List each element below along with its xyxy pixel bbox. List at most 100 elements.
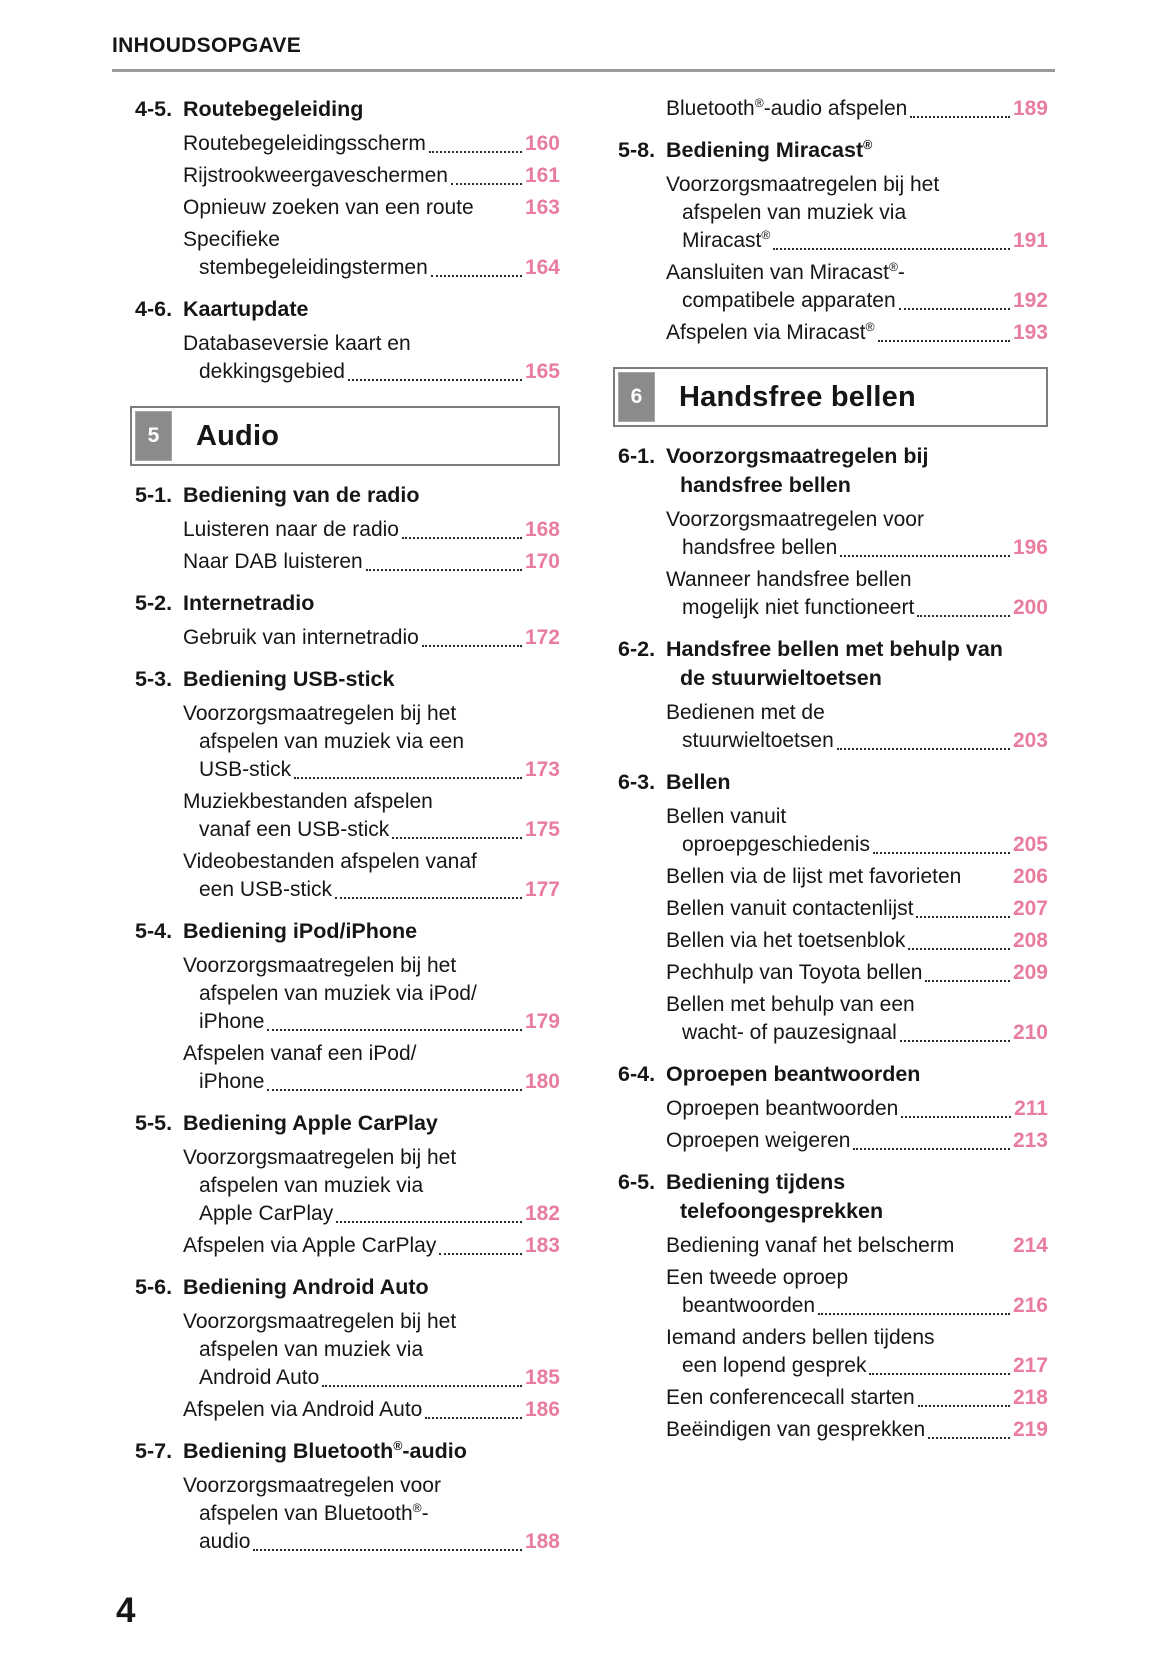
toc-entry-label: Videobestanden afspelen vanaf: [183, 850, 477, 873]
toc-page-number: 213: [1012, 1129, 1048, 1152]
toc-section-number: 5-5.: [135, 1111, 173, 1135]
toc-entry-lastline: Bluetooth®-audio afspelen 189: [666, 95, 1048, 123]
footer-page-number: 4: [116, 1591, 136, 1630]
toc-entry-lastline: Bediening vanaf het belscherm 214: [666, 1232, 1048, 1260]
toc-entry-lastline: Pechhulp van Toyota bellen 209: [666, 959, 1048, 987]
toc-section-number: 5-8.: [618, 138, 656, 162]
toc-entry-label: Bellen vanuit: [666, 805, 787, 828]
toc-section-heading: 5-3. Bediening USB-stick: [135, 665, 560, 694]
toc-entry-label: Oproepen weigeren: [666, 1129, 851, 1152]
dot-leader: [872, 852, 1010, 854]
toc-page-number: 186: [524, 1398, 560, 1421]
toc-page-number: 192: [1012, 289, 1048, 312]
toc-entry-label: Routebegeleidingsscherm: [183, 132, 426, 155]
toc-entry-label: iPhone: [199, 1010, 265, 1033]
toc-entry-lastline: Naar DAB luisteren 170: [183, 548, 560, 576]
toc-entry-lastline: een USB-stick 177: [183, 876, 560, 904]
toc-section-title: telefoongesprekken: [680, 1199, 884, 1223]
toc-entry-lastline: wacht- of pauzesignaal 210: [666, 1019, 1048, 1047]
toc-section-heading: 5-8. Bediening Miracast®: [618, 136, 1048, 165]
page-header: INHOUDSOPGAVE: [112, 34, 1055, 72]
toc-section-number: 6-3.: [618, 770, 656, 794]
toc-section-title: Internetradio: [183, 591, 315, 615]
toc-entry: Videobestanden afspelen vanaf een USB-sti…: [135, 848, 560, 904]
chapter-box: 5 Audio: [130, 406, 560, 466]
toc-section-title: Oproepen beantwoorden: [666, 1062, 921, 1086]
dot-leader: [899, 1040, 1010, 1042]
toc-section-title: Bediening Apple CarPlay: [183, 1111, 438, 1135]
dot-leader: [773, 248, 1010, 250]
toc-column-left: 4-5. Routebegeleiding Routebegeleidingssch…: [130, 95, 560, 1560]
dot-leader: [818, 1313, 1010, 1315]
toc-entry: Afspelen via Apple CarPlay 183: [135, 1232, 560, 1260]
toc-page-number: 180: [524, 1070, 560, 1093]
toc-section-heading: 4-5. Routebegeleiding: [135, 95, 560, 124]
toc-page-number: 203: [1012, 729, 1048, 752]
toc-entry-label: afspelen van muziek via: [199, 1338, 424, 1361]
toc-section-number: 6-4.: [618, 1062, 656, 1086]
toc-entry-label: handsfree bellen: [682, 536, 838, 559]
toc-entry-label: Rijstrookweergaveschermen: [183, 164, 448, 187]
toc-section-heading: 5-1. Bediening van de radio: [135, 481, 560, 510]
toc-page-number: 210: [1012, 1021, 1048, 1044]
toc-entry: Bellen vanuit oproepgeschiedenis 205: [618, 803, 1048, 859]
toc-entry-label: Afspelen via Apple CarPlay: [183, 1234, 437, 1257]
toc-entry: Voorzorgsmaatregelen bij het afspelen van…: [135, 700, 560, 784]
toc-entry: Voorzorgsmaatregelen voor afspelen van Bl…: [135, 1472, 560, 1556]
toc-section-title: Bediening Miracast®: [666, 137, 873, 162]
toc-entry-lastline: een lopend gesprek 217: [666, 1352, 1048, 1380]
toc-section-heading: 5-4. Bediening iPod/iPhone: [135, 917, 560, 946]
toc-entry-label: Afspelen vanaf een iPod/: [183, 1042, 417, 1065]
toc-entry-label: wacht- of pauzesignaal: [682, 1021, 897, 1044]
toc-entry-label: Voorzorgsmaatregelen voor: [666, 508, 924, 531]
toc-entry-lastline: Oproepen beantwoorden 211: [666, 1095, 1048, 1123]
toc-entry: Afspelen via Android Auto 186: [135, 1396, 560, 1424]
toc-section-heading: 6-1. Voorzorgsmaatregelen bij handsfree be…: [618, 442, 1048, 500]
toc-page-number: 182: [524, 1202, 560, 1225]
toc-entry-label: USB-stick: [199, 758, 292, 781]
page-title: INHOUDSOPGAVE: [112, 34, 302, 57]
toc-page-number: 165: [524, 360, 560, 383]
registered-trademark: ®: [863, 137, 873, 152]
toc-entry-lastline: oproepgeschiedenis 205: [666, 831, 1048, 859]
toc-page-number: 207: [1012, 897, 1048, 920]
dot-leader: [840, 555, 1010, 557]
toc-entry-label: Bellen vanuit contactenlijst: [666, 897, 914, 920]
toc-section-heading: 6-5. Bediening tijdens telefoongesprekken: [618, 1168, 1048, 1226]
toc-section-heading: 4-6. Kaartupdate: [135, 295, 560, 324]
toc-entry-lastline: stembegeleidingstermen 164: [183, 254, 560, 282]
toc-entry: Voorzorgsmaatregelen bij het afspelen van…: [135, 952, 560, 1036]
toc-section-heading: 6-4. Oproepen beantwoorden: [618, 1060, 1048, 1089]
toc-entry-label: Aansluiten van Miracast®-: [666, 260, 905, 284]
toc-section-number: 5-3.: [135, 667, 173, 691]
toc-entry-label: audio: [199, 1530, 251, 1553]
toc-page-number: 218: [1012, 1386, 1048, 1409]
registered-trademark: ®: [865, 320, 875, 334]
toc-entry-label: Beëindigen van gesprekken: [666, 1418, 926, 1441]
toc-section-title: Bediening iPod/iPhone: [183, 919, 418, 943]
toc-entry: Bedienen met de stuurwieltoetsen 203: [618, 699, 1048, 755]
toc-entry-label: Iemand anders bellen tijdens: [666, 1326, 935, 1349]
toc-entry-label: Bellen via het toetsenblok: [666, 929, 906, 952]
toc-page-number: 219: [1012, 1418, 1048, 1441]
toc-entry-label: Bellen via de lijst met favorieten: [666, 865, 962, 888]
toc-entry-label: Een conferencecall starten: [666, 1386, 915, 1409]
toc-entry-label: Gebruik van internetradio: [183, 626, 419, 649]
toc-entry-label: beantwoorden: [682, 1294, 816, 1317]
registered-trademark: ®: [412, 1501, 422, 1515]
toc-section-title: Bediening Android Auto: [183, 1275, 429, 1299]
toc-entry-label: Android Auto: [199, 1366, 320, 1389]
toc-entry-lastline: Afspelen via Android Auto 186: [183, 1396, 560, 1424]
dot-leader: [925, 980, 1010, 982]
toc-entry-lastline: Bellen via de lijst met favorieten 206: [666, 863, 1048, 891]
toc-entry: Opnieuw zoeken van een route 163: [135, 194, 560, 222]
toc-entry: Wanneer handsfree bellen mogelijk niet fu…: [618, 566, 1048, 622]
toc-page-number: 160: [524, 132, 560, 155]
toc-entry-label: Afspelen via Miracast®: [666, 320, 875, 344]
dot-leader: [928, 1437, 1010, 1439]
toc-entry-label: Naar DAB luisteren: [183, 550, 363, 573]
toc-entry-lastline: Luisteren naar de radio 168: [183, 516, 560, 544]
toc-page-number: 191: [1012, 229, 1048, 252]
toc-entry-lastline: Routebegeleidingsscherm 160: [183, 130, 560, 158]
